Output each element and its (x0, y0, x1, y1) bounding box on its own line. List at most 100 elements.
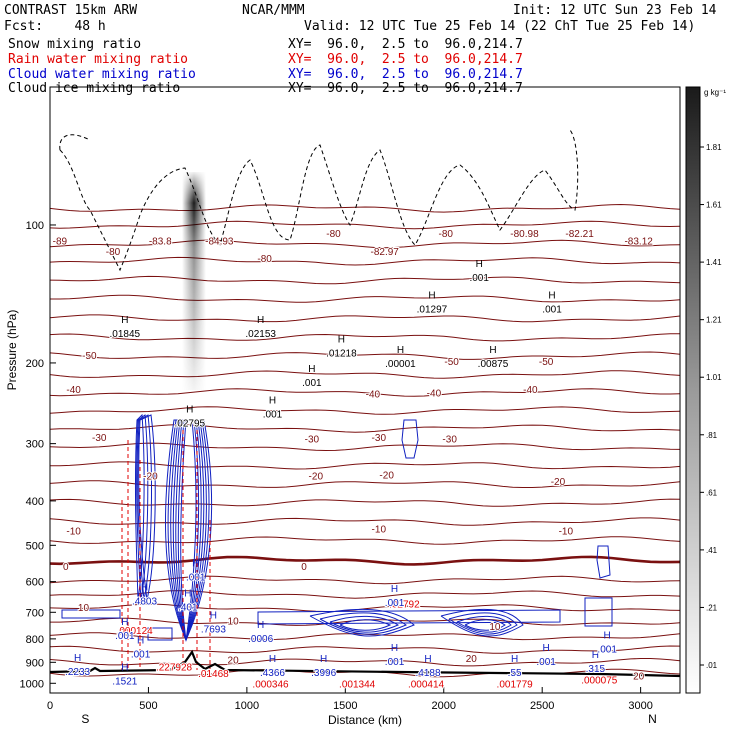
x-tick-label: 0 (47, 700, 53, 712)
temperature-label: -80.98 (510, 229, 539, 240)
isotherm-line (50, 645, 680, 654)
snow-max-label: .00875 (478, 359, 509, 370)
temperature-label: -89 (53, 236, 68, 247)
snow-max-label-marker: H (121, 315, 128, 326)
isotherm-line (50, 424, 680, 433)
rain-max-label: .02792 (389, 600, 420, 611)
header-model: CONTRAST 15km ARW (4, 3, 138, 18)
cloud-water-max-label-marker: H (604, 631, 611, 642)
cloud-water-contour (464, 619, 506, 631)
temperature-label: -82.97 (371, 247, 400, 258)
cloud-water-max-label-marker: H (257, 620, 264, 631)
temperature-label: -10 (559, 526, 574, 537)
snow-max-label: .00001 (385, 359, 416, 370)
cloud-water-max-label-marker: H (424, 654, 431, 665)
y-tick-label: 300 (26, 439, 44, 451)
cloud-water-max-label-marker: H (121, 662, 128, 673)
x-axis-label: Distance (km) (328, 713, 402, 727)
cloud-water-contour (147, 627, 173, 641)
isotherm-line (50, 590, 680, 599)
cloud-water-max-label-marker: H (210, 611, 217, 622)
cloud-water-max-label: .3996 (311, 668, 336, 679)
temperature-label: 20 (228, 656, 240, 667)
cloud-water-contour (257, 609, 561, 625)
field-cloud-ice-name: Cloud ice mixing ratio (8, 81, 181, 96)
field-cloud-water-xy: XY= 96.0, 2.5 to 96.0,214.7 (288, 67, 523, 82)
y-tick-label: 700 (26, 607, 44, 619)
cloud-water-max-label-marker: H (391, 643, 398, 654)
snow-max-label: .001 (263, 410, 283, 421)
snow-max-label-marker: H (257, 315, 264, 326)
cloud-water-max-label: .001 (186, 573, 206, 584)
cloud-water-contour (319, 612, 407, 635)
isotherm-line (50, 220, 680, 230)
cloud-water-max-label: .4803 (132, 597, 157, 608)
y-tick-label: 200 (26, 358, 44, 370)
temperature-label: -80 (257, 254, 272, 265)
temperature-label: 10 (228, 617, 240, 628)
rain-max-label: .001779 (497, 680, 534, 691)
cloud-water-max-label: .001 (536, 657, 556, 668)
cloud-water-max-label-marker: H (391, 584, 398, 595)
header-forecast: Fcst: 48 h (4, 19, 106, 34)
cloud-water-max-label-marker: H (269, 654, 276, 665)
cloud-water-max-label-marker: H (592, 650, 599, 661)
cloud-water-max-label: .001 (385, 598, 405, 609)
snow-max-label: .001 (469, 273, 489, 284)
y-tick-label: 1000 (20, 678, 44, 690)
cloud-water-contour (596, 545, 611, 579)
isotherm-line (50, 498, 680, 507)
field-rain-name: Rain water mixing ratio (8, 52, 189, 67)
colorbar-tick-label: .41 (706, 546, 718, 555)
temperature-label: -30 (442, 434, 457, 445)
colorbar-tick-label: 1.61 (706, 201, 722, 210)
colorbar-tick-label: 1.01 (706, 373, 722, 382)
colorbar-tick-label: 1.41 (706, 258, 722, 267)
y-tick-label: 900 (26, 657, 44, 669)
cloud-water-max-label: .2233 (65, 667, 90, 678)
colorbar-tick-label: .21 (706, 603, 718, 612)
isotherm-line (50, 275, 680, 285)
snow-max-label-marker: H (548, 290, 555, 301)
cloud-water-contour (137, 414, 152, 601)
temperature-label: 20 (633, 672, 645, 683)
temperature-label: -50 (82, 351, 97, 362)
x-tick-label: 1000 (235, 700, 259, 712)
temperature-label: -30 (305, 434, 320, 445)
cloud-water-contour (61, 609, 121, 619)
y-tick-label: 800 (26, 634, 44, 646)
colorbar-tick-label: .81 (706, 431, 718, 440)
snow-max-label-marker: H (338, 335, 345, 346)
isotherm-line (50, 658, 680, 667)
header-center: NCAR/MMM (242, 3, 305, 18)
x-tick-label: 2500 (530, 700, 554, 712)
snow-max-label-marker: H (308, 364, 315, 375)
cloud-water-contour (339, 619, 392, 631)
cloud-water-max-label-marker: H (320, 654, 327, 665)
cloud-water-contour (440, 608, 524, 637)
temperature-label: -20 (309, 471, 324, 482)
field-rain-xy: XY= 96.0, 2.5 to 96.0,214.7 (288, 52, 523, 67)
temperature-label: -40 (427, 388, 442, 399)
temperature-label: -80 (106, 247, 121, 258)
cloud-water-contour (309, 608, 415, 637)
snow-max-label: .001 (302, 378, 322, 389)
temperature-label: 0 (63, 562, 69, 573)
colorbar-tick-label: .61 (706, 488, 718, 497)
isotherm-line (50, 239, 680, 249)
rain-max-label: .000075 (581, 675, 618, 686)
endpoint-left-label: S (81, 712, 89, 726)
temperature-label: -80 (438, 229, 453, 240)
isotherm-line (50, 314, 680, 323)
y-tick-label: 400 (26, 496, 44, 508)
rain-max-label: .01468 (198, 669, 229, 680)
cloud-water-max-label-marker: H (184, 589, 191, 600)
temperature-label: -10 (66, 526, 81, 537)
cloud-water-max-label: .001 (115, 631, 135, 642)
snow-max-label: .01845 (110, 329, 141, 340)
snow-max-label-marker: H (397, 345, 404, 356)
temperature-label: -40 (66, 385, 81, 396)
rain-max-label: .000346 (252, 680, 289, 691)
rain-max-label: .000124 (117, 626, 154, 637)
